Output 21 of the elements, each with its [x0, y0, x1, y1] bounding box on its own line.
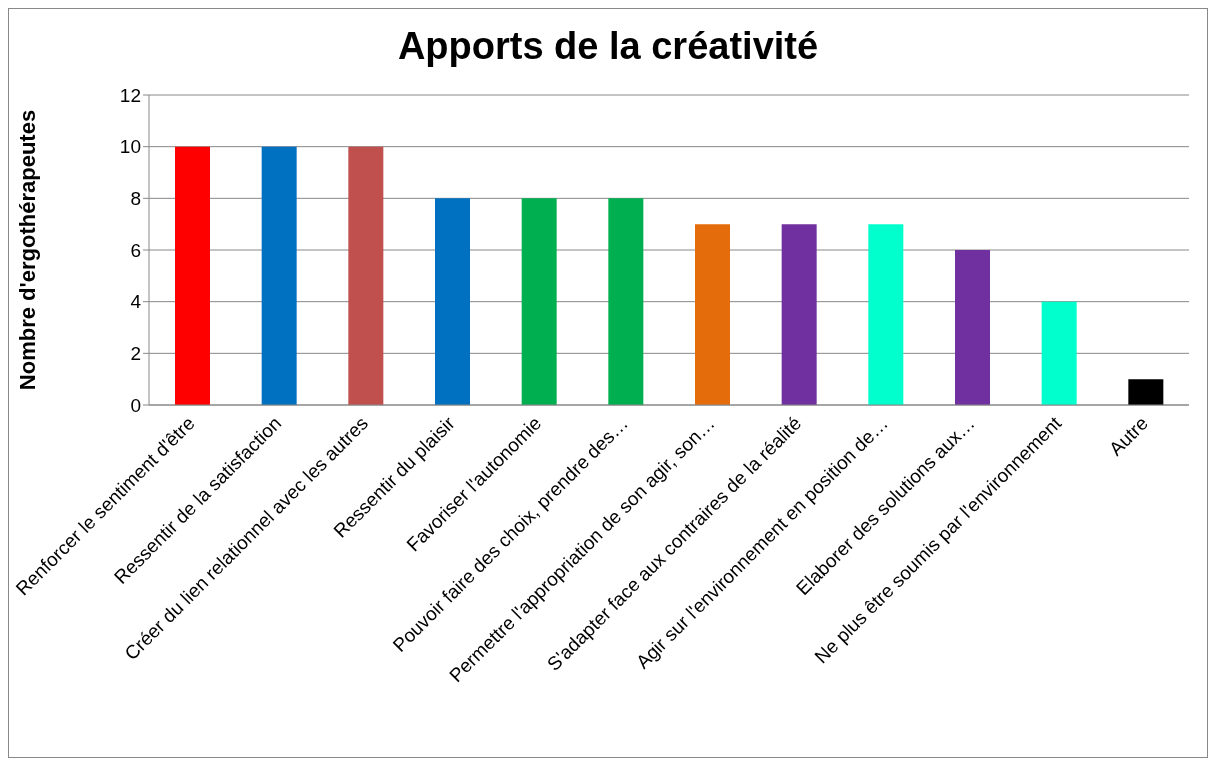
bar [175, 146, 210, 405]
y-tick-label: 4 [130, 291, 142, 313]
bar [261, 146, 297, 405]
y-tick-label: 8 [130, 188, 141, 210]
y-tick-label: 2 [130, 343, 141, 365]
bar [608, 198, 644, 405]
bar [1128, 379, 1164, 405]
chart-title: Apports de la créativité [396, 24, 820, 69]
y-tick-label: 12 [119, 84, 141, 106]
y-tick-label: 10 [119, 136, 141, 158]
bar [695, 224, 730, 405]
bar [1041, 301, 1077, 405]
y-tick-label: 6 [130, 239, 141, 261]
bar [781, 224, 817, 405]
bar [868, 224, 904, 405]
bar [521, 198, 557, 405]
bar [435, 198, 470, 405]
y-axis-title: Nombre d'ergothérapeutes [14, 109, 40, 391]
bar [955, 250, 990, 405]
bar [348, 146, 384, 405]
y-tick-label: 0 [130, 394, 141, 416]
